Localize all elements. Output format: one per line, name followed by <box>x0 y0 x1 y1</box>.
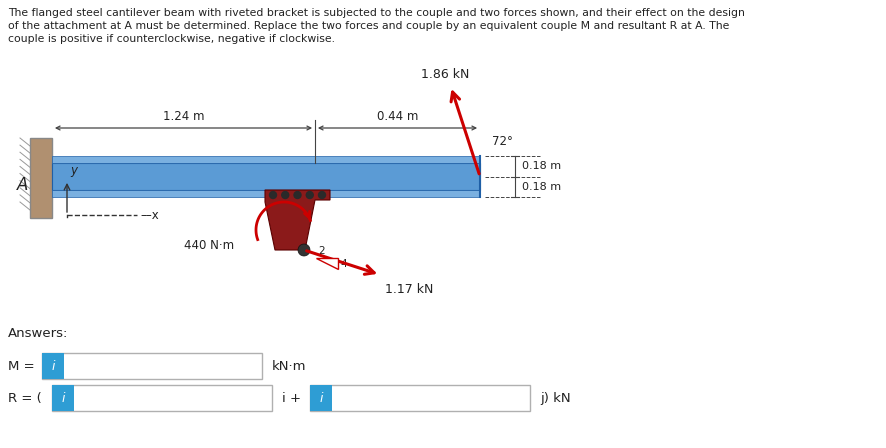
Text: 440 N·m: 440 N·m <box>184 238 234 251</box>
Text: y: y <box>70 164 77 177</box>
Text: 4: 4 <box>340 258 346 268</box>
Bar <box>52 190 480 197</box>
Text: 2: 2 <box>318 246 324 256</box>
Text: The flanged steel cantilever beam with riveted bracket is subjected to the coupl: The flanged steel cantilever beam with r… <box>8 8 745 18</box>
Text: Answers:: Answers: <box>8 327 68 340</box>
Text: i: i <box>51 359 55 372</box>
Text: kN·m: kN·m <box>272 359 307 372</box>
Text: A: A <box>17 176 28 194</box>
Text: 1.24 m: 1.24 m <box>163 110 205 123</box>
Bar <box>42 353 64 379</box>
Text: R = (: R = ( <box>8 392 42 405</box>
Bar <box>52 163 480 190</box>
Bar <box>310 385 332 411</box>
Circle shape <box>298 244 310 256</box>
Bar <box>52 156 480 163</box>
Text: 0.18 m: 0.18 m <box>522 182 561 192</box>
Polygon shape <box>316 258 338 269</box>
Circle shape <box>269 191 276 198</box>
Circle shape <box>307 191 314 198</box>
Bar <box>42 353 262 379</box>
Text: couple is positive if counterclockwise, negative if clockwise.: couple is positive if counterclockwise, … <box>8 34 335 44</box>
Polygon shape <box>265 190 330 250</box>
Text: i: i <box>319 392 323 405</box>
Text: ––x: ––x <box>140 208 159 221</box>
Bar <box>52 385 74 411</box>
Text: 0.18 m: 0.18 m <box>522 161 561 171</box>
Circle shape <box>294 191 301 198</box>
Text: 1.86 kN: 1.86 kN <box>422 68 470 81</box>
Text: i +: i + <box>282 392 301 405</box>
Text: i: i <box>61 392 65 405</box>
Text: 72°: 72° <box>492 135 513 148</box>
Bar <box>30 138 52 218</box>
Circle shape <box>282 191 289 198</box>
Bar <box>310 385 530 411</box>
Text: of the attachment at A must be determined. Replace the two forces and couple by : of the attachment at A must be determine… <box>8 21 729 31</box>
Circle shape <box>318 191 325 198</box>
Text: 0.44 m: 0.44 m <box>377 110 418 123</box>
Bar <box>52 385 272 411</box>
Text: M =: M = <box>8 359 39 372</box>
Text: 1.17 kN: 1.17 kN <box>385 283 433 296</box>
Text: j) kN: j) kN <box>540 392 571 405</box>
